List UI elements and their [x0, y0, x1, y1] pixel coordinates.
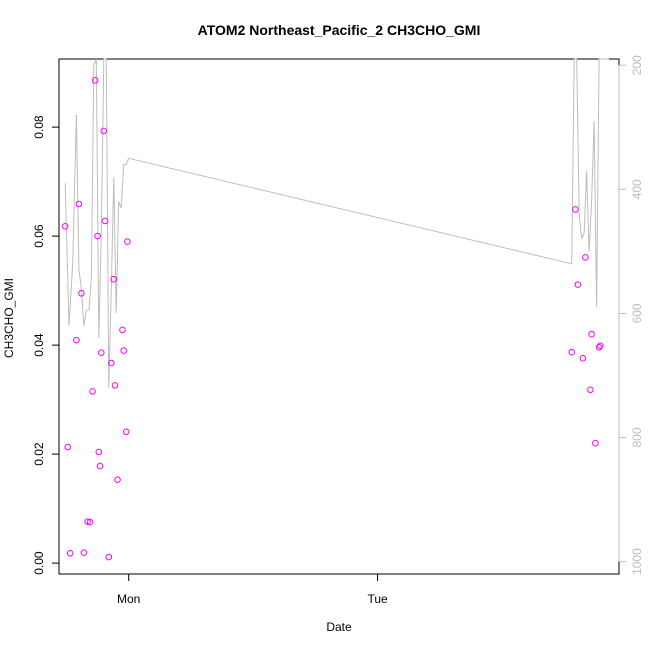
y-tick-label: 0.08	[32, 115, 46, 139]
data-point	[80, 549, 88, 557]
data-point	[84, 518, 91, 526]
data-point	[111, 382, 119, 389]
data-point	[61, 223, 69, 230]
data-point	[86, 518, 94, 526]
data-point	[66, 550, 74, 557]
data-point	[108, 359, 115, 367]
data-point	[89, 388, 96, 395]
data-point	[95, 448, 103, 456]
x-axis-label: Date	[326, 620, 352, 634]
y2-tick-label: 200	[630, 55, 644, 75]
y2-tick-label: 1000	[630, 548, 644, 575]
y-axis: 0.00 0.02 0.04 0.06 0.08	[32, 115, 60, 575]
data-point	[78, 290, 85, 297]
data-point	[587, 386, 594, 394]
y-axis-label: CH3CHO_GMI	[2, 278, 16, 358]
data-point	[597, 342, 604, 350]
data-point	[592, 439, 599, 447]
data-point	[568, 348, 576, 356]
data-point	[96, 462, 104, 470]
y-tick-label: 0.02	[32, 442, 46, 466]
data-point	[75, 200, 83, 208]
data-point	[595, 344, 603, 351]
x-tick-label: Mon	[117, 592, 140, 606]
y2-axis: 200 400 600 800 1000	[618, 55, 644, 575]
data-point	[124, 238, 131, 245]
data-point	[574, 281, 582, 288]
data-point	[119, 326, 126, 334]
data-point	[100, 127, 108, 135]
y-tick-label: 0.06	[32, 224, 46, 248]
data-point	[94, 232, 101, 240]
y2-tick-label: 400	[630, 179, 644, 199]
pressure-line	[64, 58, 609, 388]
y-tick-label: 0.00	[32, 551, 46, 575]
data-point	[98, 349, 105, 357]
data-point	[572, 206, 579, 213]
x-tick-label: Tue	[367, 592, 388, 606]
plot-frame	[58, 58, 620, 575]
chart-title: ATOM2 Northeast_Pacific_2 CH3CHO_GMI	[198, 22, 481, 38]
y2-tick-label: 800	[630, 427, 644, 447]
y2-tick-label: 600	[630, 303, 644, 323]
data-point	[73, 336, 80, 344]
data-point	[91, 77, 99, 84]
data-point	[120, 347, 127, 354]
data-point	[105, 553, 113, 561]
y-tick-label: 0.04	[32, 333, 46, 357]
data-point	[122, 428, 130, 436]
data-point	[114, 476, 121, 484]
data-point	[588, 330, 595, 338]
data-point	[579, 354, 587, 362]
data-point	[582, 254, 589, 261]
data-point	[110, 275, 118, 283]
data-point	[101, 217, 109, 225]
data-point	[64, 443, 71, 451]
x-axis: Mon Tue	[117, 573, 388, 606]
points-layer	[61, 77, 604, 561]
pressure-line-layer	[64, 58, 609, 388]
